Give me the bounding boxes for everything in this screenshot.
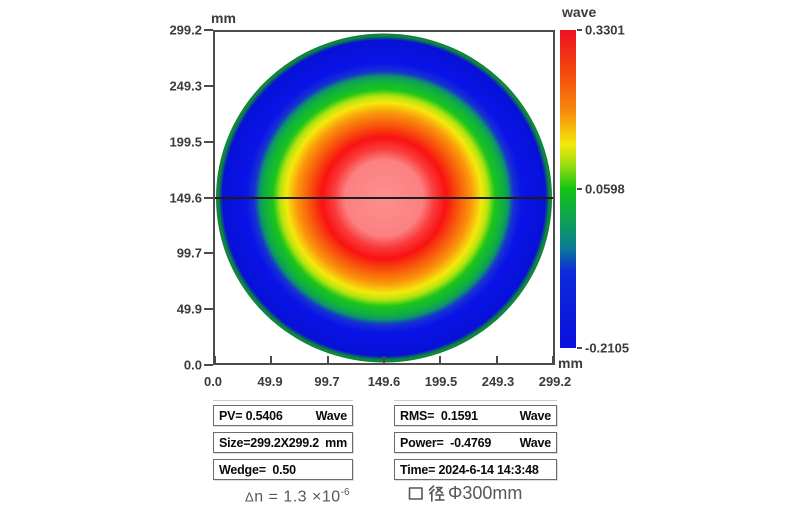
wavefront-map-plot: [213, 30, 555, 365]
y-tick-mark: [204, 29, 213, 31]
divider-line-left: [213, 400, 353, 401]
x-tick-label: 99.7: [314, 374, 340, 389]
y-tick-label: 249.3: [169, 78, 202, 94]
stat-box: RMS= 0.1591 Wave: [394, 405, 557, 426]
delta-n-caption: Δn = 1.3 ×10-6: [245, 487, 350, 506]
stat-box: Wedge= 0.50: [213, 459, 353, 480]
y-tick-mark: [204, 252, 213, 255]
x-axis-unit-label: mm: [558, 355, 583, 371]
colorbar-tick-mark: [577, 347, 582, 349]
colorbar-tick-marks: [577, 29, 582, 349]
colorbar-tick-label: 0.3301: [585, 22, 625, 38]
stat-value: Time= 2024-6-14 14:3:48: [400, 462, 539, 477]
x-tick-mark: [552, 356, 554, 363]
x-tick-label: 149.6: [367, 374, 401, 389]
stat-value: PV= 0.5406: [219, 408, 283, 423]
colorbar-tick-label: 0.0598: [585, 181, 625, 197]
x-tick-mark: [495, 356, 498, 363]
stat-value: Size=299.2X299.2: [219, 435, 320, 450]
y-tick-mark: [204, 364, 213, 366]
y-tick-mark: [204, 196, 213, 199]
y-tick-mark: [204, 308, 213, 311]
stat-unit: Wave: [315, 408, 348, 423]
y-axis-unit-label: mm: [211, 10, 236, 26]
stat-unit: mm: [325, 435, 347, 450]
y-tick-label: 149.6: [169, 190, 202, 205]
x-tick-label: 299.2: [538, 374, 572, 389]
x-axis-tick-labels: 0.0 49.9 99.7 149.6 199.5 249.3 299.2: [204, 374, 571, 390]
x-tick-mark: [270, 356, 273, 363]
stat-box: PV= 0.5406 Wave: [213, 405, 353, 426]
divider-line-right: [394, 400, 557, 401]
stats-column-right: RMS= 0.1591 Wave Power= -0.4769 Wave Tim…: [394, 405, 557, 480]
stat-unit: Wave: [519, 435, 552, 450]
stat-box: Size=299.2X299.2 mm: [213, 432, 353, 453]
y-axis-tick-labels: 299.2 249.3 199.5 149.6 99.7 49.9 0.0: [140, 23, 202, 373]
aperture-value: Φ300mm: [448, 483, 523, 503]
colorbar: [560, 30, 576, 348]
profile-crosshair-line: [215, 197, 553, 199]
stat-value: Power= -0.4769: [400, 435, 492, 450]
stats-column-left: PV= 0.5406 Wave Size=299.2X299.2 mm Wedg…: [213, 405, 353, 480]
x-tick-label: 249.3: [481, 374, 515, 389]
x-tick-label: 49.9: [257, 374, 283, 389]
kanji-jing-diameter-glyph: [428, 485, 445, 502]
delta-symbol: Δ: [245, 489, 255, 505]
delta-exponent: -6: [340, 487, 350, 498]
stat-box: Power= -0.4769 Wave: [394, 432, 557, 453]
x-tick-mark: [326, 356, 329, 363]
y-tick-mark: [204, 84, 213, 87]
stat-value: RMS= 0.1591: [400, 408, 478, 423]
y-tick-label: 299.2: [169, 22, 202, 38]
colorbar-tick-labels: 0.3301 0.0598 -0.2105: [585, 23, 655, 356]
stat-value: Wedge= 0.50: [219, 462, 296, 477]
x-tick-mark: [383, 356, 385, 363]
y-tick-label: 0.0: [183, 357, 202, 373]
colorbar-tick-mark: [577, 188, 582, 190]
kanji-kou-aperture-glyph: [408, 487, 423, 500]
x-tick-mark: [214, 356, 216, 363]
stat-unit: Wave: [519, 408, 552, 423]
y-tick-label: 199.5: [169, 134, 202, 150]
y-tick-label: 99.7: [176, 245, 202, 261]
x-axis-tick-marks: [214, 356, 554, 363]
y-axis-tick-marks: [204, 29, 213, 366]
delta-text: n = 1.3 ×10: [254, 488, 341, 506]
colorbar-tick-mark: [577, 29, 582, 31]
x-tick-label: 199.5: [424, 374, 458, 389]
colorbar-tick-label: -0.2105: [585, 340, 630, 356]
y-tick-label: 49.9: [176, 301, 202, 317]
x-tick-label: 0.0: [203, 374, 223, 389]
aperture-caption: Φ300mm: [406, 483, 522, 504]
colorbar-unit-label: wave: [562, 4, 597, 20]
x-tick-mark: [439, 356, 442, 363]
stat-box: Time= 2024-6-14 14:3:48: [394, 459, 557, 480]
y-tick-mark: [204, 140, 213, 143]
